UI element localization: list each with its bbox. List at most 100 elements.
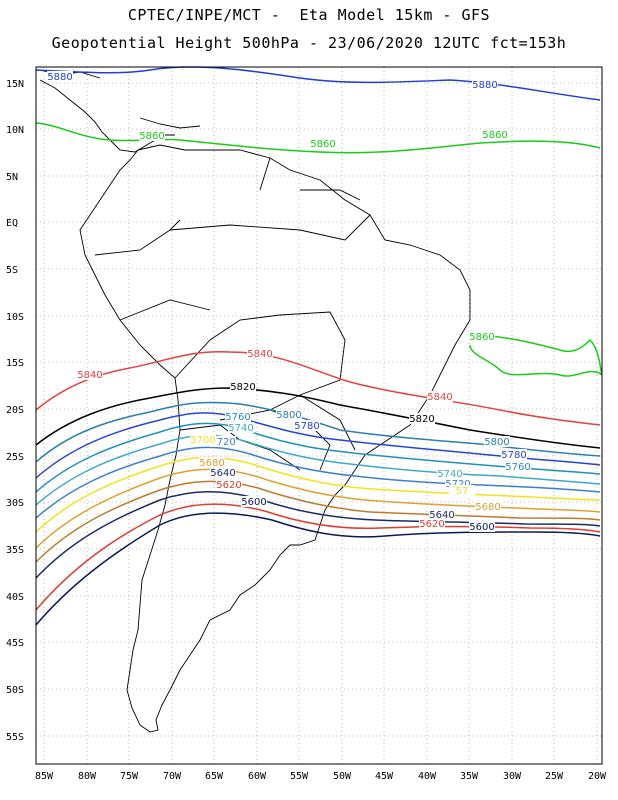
lat-label: 55S (6, 732, 24, 743)
lat-lon-grid (36, 67, 602, 764)
contour-label-bg (139, 130, 165, 141)
contour-lines (35, 66, 603, 626)
contour-label-5880: 5880 (472, 80, 497, 91)
contour-label-bg (247, 348, 273, 359)
contour-label-5860: 5860 (139, 131, 164, 142)
contour-label-5840: 5840 (427, 392, 452, 403)
contour-label-5840: 5840 (247, 349, 272, 360)
contour-label-bg (294, 420, 320, 431)
contour-label-5860: 5860 (482, 130, 507, 141)
contour-label-5820: 5820 (230, 382, 255, 393)
contour-label-5680: 5680 (199, 458, 224, 469)
lon-label: 65W (205, 771, 224, 782)
contour-label-5780: 5780 (294, 421, 319, 432)
contour-label-bg (190, 434, 216, 445)
lat-label: EQ (6, 218, 18, 229)
contour-label-bg (482, 129, 508, 140)
contour-label-5600: 5600 (469, 522, 494, 533)
contour-5640 (35, 491, 601, 579)
lat-label: 45S (6, 638, 24, 649)
contour-label-5700: 57 (456, 486, 469, 497)
contour-label-5880: 5880 (47, 72, 72, 83)
contour-label-bg (310, 138, 336, 149)
contour-label-5780: 5780 (501, 450, 526, 461)
contour-label-5860: 5860 (469, 332, 494, 343)
lon-label: 30W (503, 771, 522, 782)
lon-label: 80W (78, 771, 97, 782)
contour-label-5620: 5620 (216, 480, 241, 491)
contour-label-bg (469, 521, 495, 532)
contour-label-bg (475, 501, 501, 512)
lat-label: 15N (6, 79, 24, 90)
lat-label: 50S (6, 685, 24, 696)
contour-label-5700: 5700 (190, 435, 215, 446)
contour-label-5600: 5600 (241, 497, 266, 508)
contour-5840 (35, 350, 601, 426)
contour-label-bg (427, 391, 453, 402)
contour-label-bg (449, 485, 475, 496)
contour-label-bg (210, 467, 236, 478)
lat-label: 5S (6, 265, 18, 276)
coastline-and-borders (39, 69, 471, 733)
contour-label-5760: 5760 (225, 412, 250, 423)
contour-label-5720: 5720 (445, 479, 470, 490)
contour-label-bg (419, 518, 445, 529)
lat-label: 40S (6, 592, 24, 603)
contour-5680 (35, 468, 601, 549)
contour-label-5680: 5680 (475, 502, 500, 513)
contour-label-bg (429, 509, 455, 520)
contour-5620 (35, 503, 601, 611)
contour-5720 (35, 446, 601, 519)
map-title-line-1: CPTEC/INPE/MCT - Eta Model 15km - GFS (127, 6, 491, 24)
lon-label: 60W (248, 771, 267, 782)
lon-label: 45W (375, 771, 394, 782)
lat-label: 10N (6, 125, 24, 136)
lon-label: 70W (163, 771, 182, 782)
lon-label: 75W (120, 771, 139, 782)
contour-label-bg (469, 331, 495, 342)
contour-label-5620: 5620 (419, 519, 444, 530)
contour-label-5840: 5840 (77, 370, 102, 381)
contour-label-bg (228, 422, 254, 433)
lon-label: 25W (545, 771, 564, 782)
lon-label: 50W (333, 771, 352, 782)
contour-label-5640: 5640 (429, 510, 454, 521)
lat-label: 10S (6, 312, 24, 323)
contour-label-bg (276, 409, 302, 420)
contour-5660 (35, 480, 601, 563)
contour-label-bg (241, 496, 267, 507)
contour-label-5820: 5820 (409, 414, 434, 425)
contour-label-5740: 5740 (228, 423, 253, 434)
contour-label-bg (437, 468, 463, 479)
contour-label-bg (47, 71, 73, 82)
contour-label-bg (216, 479, 242, 490)
contour-5860-north (35, 122, 601, 154)
lon-label: 55W (290, 771, 309, 782)
contour-label-5720: 5720 (210, 437, 235, 448)
contour-5880-north (35, 66, 601, 101)
contour-label-5860: 5860 (310, 139, 335, 150)
lat-label: 20S (6, 405, 24, 416)
contour-label-5740: 5740 (437, 469, 462, 480)
map-frame (35, 66, 603, 765)
contour-label-5800: 5800 (484, 437, 509, 448)
lon-label: 40W (418, 771, 437, 782)
longitude-labels: 85W 80W 75W 70W 65W 60W 55W 50W 45W 40W 35W 30W 25W 2… (35, 771, 607, 782)
contour-label-bg (484, 436, 510, 447)
contour-5820 (35, 387, 601, 449)
lat-label: 35S (6, 545, 24, 556)
contour-5600 (35, 512, 601, 626)
contour-label-bg (230, 381, 256, 392)
contour-5740 (35, 434, 601, 506)
contour-label-bg (225, 411, 251, 422)
contour-5700 (35, 456, 601, 533)
lat-label: 15S (6, 358, 24, 369)
contour-label-5800: 5800 (276, 410, 301, 421)
contour-label-5760: 5760 (505, 462, 530, 473)
contour-label-bg (77, 369, 103, 380)
map-title-line-2: Geopotential Height 500hPa - 23/06/2020 … (51, 34, 567, 52)
contour-label-bg (472, 79, 498, 90)
latitude-labels: 15N 10N 5N EQ 5S 10S 15S 20S 25S 30S 35S 40S 45S 50S 5… (6, 79, 24, 743)
lat-label: 5N (6, 172, 18, 183)
